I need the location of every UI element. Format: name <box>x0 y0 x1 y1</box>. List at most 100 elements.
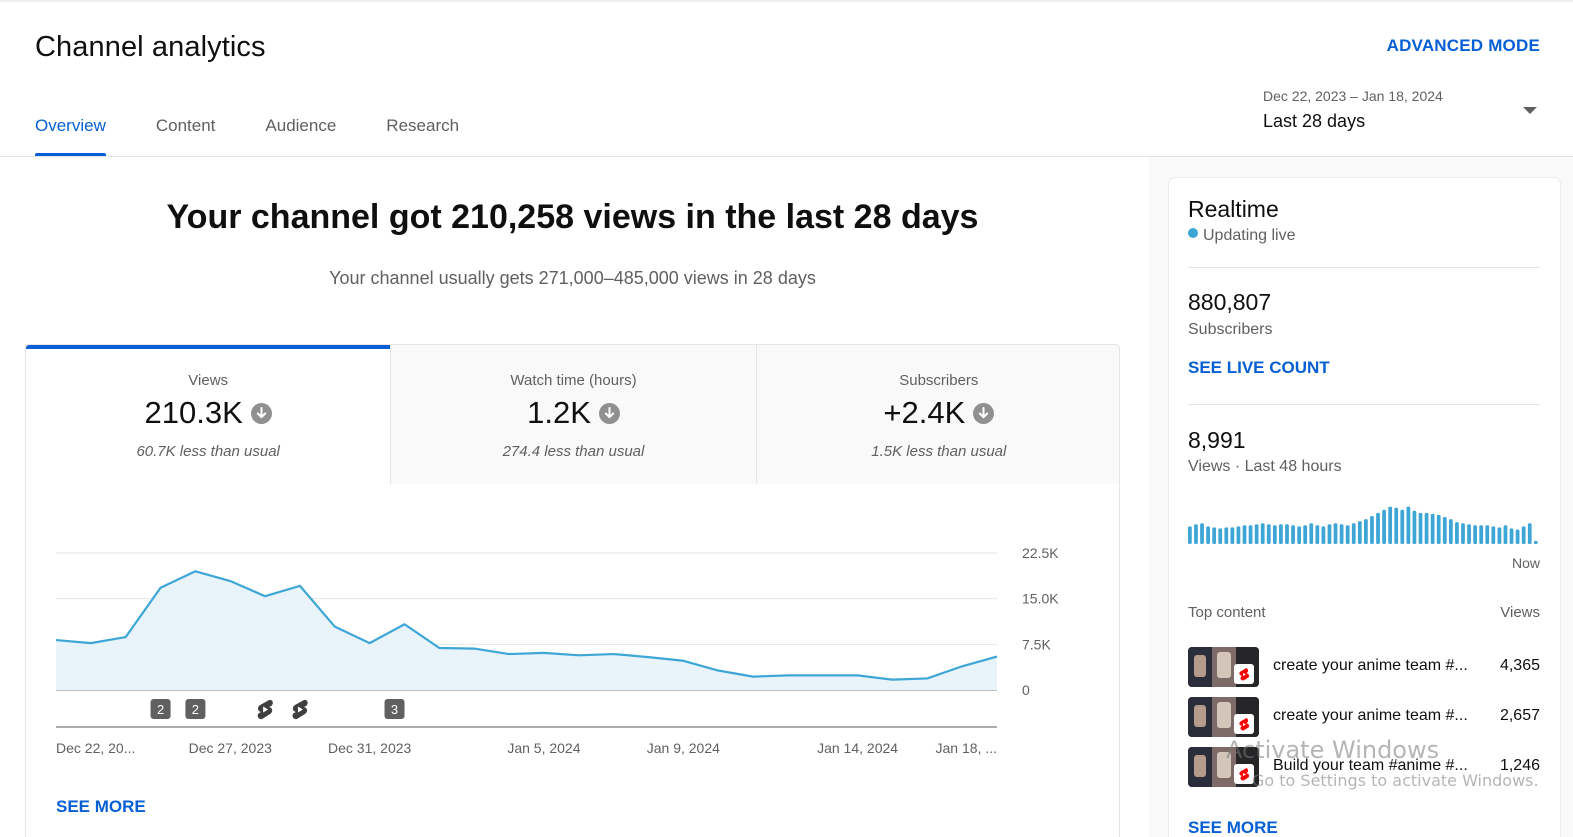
realtime-bar <box>1291 525 1295 544</box>
chart-area-fill <box>56 571 997 690</box>
realtime-bar <box>1485 525 1490 544</box>
arrow-down-icon <box>973 402 995 424</box>
views-chart: 22.5K 15.0K 7.5K 0 Dec 22, 20... Dec 27, 2023… <box>55 545 1059 756</box>
realtime-status-label: Updating live <box>1203 227 1296 244</box>
realtime-bar <box>1461 523 1465 544</box>
see-live-count-button[interactable]: SEE LIVE COUNT <box>1188 358 1330 377</box>
metric-note: 60.7K less than usual <box>136 443 280 460</box>
realtime-now-label: Now <box>1511 555 1540 571</box>
realtime-bar <box>1382 509 1386 544</box>
tab-research[interactable]: Research <box>386 116 460 135</box>
realtime-bar <box>1406 506 1411 544</box>
x-tick-label: Jan 5, 2024 <box>507 740 580 756</box>
arrow-down-icon <box>250 402 272 424</box>
annotation-marker <box>150 699 171 719</box>
dropdown-caret-icon <box>1523 107 1537 114</box>
realtime-bar <box>1333 523 1338 544</box>
realtime-bar <box>1424 512 1429 544</box>
top-content-label: Top content <box>1188 604 1266 621</box>
shorts-icon <box>1234 714 1254 734</box>
page-title: Channel analytics <box>35 31 266 63</box>
subscriber-count: 880,807 <box>1188 289 1272 315</box>
x-tick-label: Jan 18, ... <box>936 740 997 756</box>
video-thumbnail <box>1188 647 1259 687</box>
arrow-down-icon <box>598 402 620 424</box>
annotation-marker <box>185 699 206 719</box>
realtime-bar <box>1370 515 1374 544</box>
windows-activation-hint: Go to Settings to activate Windows. <box>1252 771 1539 790</box>
see-more-overview-button[interactable]: SEE MORE <box>56 797 146 816</box>
realtime-bar <box>1357 521 1362 544</box>
realtime-bar <box>1436 514 1441 544</box>
realtime-bar <box>1376 512 1380 544</box>
realtime-bar <box>1303 525 1308 544</box>
metric-value: +2.4K <box>883 395 966 430</box>
realtime-bar <box>1242 525 1247 544</box>
realtime-bar-chart <box>1188 506 1538 544</box>
realtime-bar <box>1503 525 1508 544</box>
top-content-item[interactable]: Build your team #anime #... 1,246 <box>1188 747 1540 789</box>
tab-overview[interactable]: Overview <box>35 116 106 157</box>
realtime-bar <box>1315 525 1320 544</box>
realtime-title: Realtime <box>1188 196 1279 222</box>
realtime-bar <box>1533 540 1538 544</box>
realtime-bar <box>1430 513 1435 544</box>
top-content-views-header: Views <box>1500 604 1540 621</box>
shorts-icon <box>1234 764 1254 784</box>
top-content-item[interactable]: create your anime team #... 4,365 <box>1188 647 1540 689</box>
realtime-bar <box>1521 526 1526 544</box>
video-thumbnail <box>1188 697 1259 737</box>
realtime-bar <box>1394 507 1399 544</box>
realtime-bar <box>1194 524 1198 544</box>
realtime-bar <box>1200 523 1204 544</box>
realtime-bar <box>1515 529 1520 544</box>
shorts-marker-play-icon <box>297 706 303 713</box>
top-content-views: 4,365 <box>1499 657 1540 674</box>
tab-audience[interactable]: Audience <box>265 116 337 135</box>
x-tick-label: Dec 31, 2023 <box>328 740 411 756</box>
realtime-bar <box>1467 524 1471 544</box>
analytics-tabs: Overview Content Audience Research <box>35 116 509 157</box>
top-content-item[interactable]: create your anime team #... 2,657 <box>1188 697 1540 739</box>
realtime-bar <box>1266 524 1271 544</box>
top-content-views: 2,657 <box>1499 707 1540 724</box>
realtime-bar <box>1218 528 1223 544</box>
realtime-bar <box>1309 523 1314 544</box>
realtime-bar <box>1509 528 1514 544</box>
x-tick-label: Jan 14, 2024 <box>817 740 898 756</box>
realtime-bar <box>1388 506 1393 544</box>
realtime-bar <box>1279 524 1283 544</box>
date-range-label: Last 28 days <box>1263 111 1366 131</box>
tab-content[interactable]: Content <box>155 116 216 135</box>
realtime-bar <box>1260 523 1265 544</box>
realtime-bar <box>1254 524 1259 544</box>
metric-tabs: Views 210.3K 60.7K less than usual Watch… <box>26 345 1119 484</box>
y-tick-label: 22.5K <box>1022 545 1059 561</box>
realtime-bar <box>1412 510 1417 544</box>
date-range-selector[interactable]: Dec 22, 2023 – Jan 18, 2024 Last 28 days <box>1263 88 1543 136</box>
y-tick-label: 0 <box>1022 682 1030 698</box>
realtime-bar <box>1448 519 1453 544</box>
realtime-bar <box>1236 526 1241 544</box>
metric-tab-views[interactable]: Views 210.3K 60.7K less than usual <box>26 345 391 484</box>
top-content-views: 1,246 <box>1499 757 1540 774</box>
metric-label: Subscribers <box>899 372 979 389</box>
see-more-realtime-button[interactable]: SEE MORE <box>1188 818 1278 837</box>
realtime-bar <box>1285 524 1289 544</box>
metric-tab-watch-time[interactable]: Watch time (hours) 1.2K 274.4 less than … <box>390 345 756 484</box>
views-headline: Your channel got 210,258 views in the la… <box>166 198 979 236</box>
subscriber-count-label: Subscribers <box>1188 321 1273 338</box>
advanced-mode-button[interactable]: ADVANCED MODE <box>1386 36 1540 55</box>
top-content-title: create your anime team #... <box>1273 657 1468 674</box>
windows-activation-watermark: Activate Windows <box>1226 736 1440 764</box>
realtime-bar <box>1212 527 1217 544</box>
realtime-views-label: Views · Last 48 hours <box>1188 458 1342 475</box>
realtime-bar <box>1339 524 1344 544</box>
x-tick-label: Dec 27, 2023 <box>189 740 272 756</box>
realtime-bar <box>1345 525 1350 544</box>
top-edge-shadow <box>0 0 1573 3</box>
metric-tab-subscribers[interactable]: Subscribers +2.4K 1.5K less than usual <box>755 345 1119 484</box>
y-tick-label: 15.0K <box>1022 591 1059 607</box>
views-series-line <box>55 570 998 681</box>
realtime-bar <box>1230 527 1235 544</box>
